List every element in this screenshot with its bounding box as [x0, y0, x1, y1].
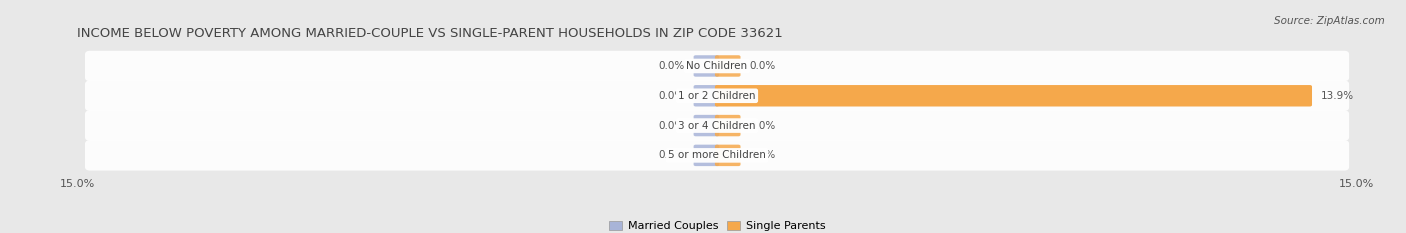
Text: 0.0%: 0.0% [659, 120, 685, 130]
Text: 13.9%: 13.9% [1320, 91, 1354, 101]
FancyBboxPatch shape [693, 55, 720, 77]
Text: 0.0%: 0.0% [659, 150, 685, 160]
FancyBboxPatch shape [84, 51, 1350, 81]
Legend: Married Couples, Single Parents: Married Couples, Single Parents [605, 216, 830, 233]
FancyBboxPatch shape [714, 85, 1312, 106]
FancyBboxPatch shape [84, 140, 1350, 171]
Text: No Children: No Children [686, 61, 748, 71]
Text: INCOME BELOW POVERTY AMONG MARRIED-COUPLE VS SINGLE-PARENT HOUSEHOLDS IN ZIP COD: INCOME BELOW POVERTY AMONG MARRIED-COUPL… [77, 27, 783, 40]
FancyBboxPatch shape [693, 145, 720, 166]
Text: 0.0%: 0.0% [659, 61, 685, 71]
FancyBboxPatch shape [714, 145, 741, 166]
FancyBboxPatch shape [693, 115, 720, 136]
Text: 3 or 4 Children: 3 or 4 Children [678, 120, 756, 130]
Text: 5 or more Children: 5 or more Children [668, 150, 766, 160]
FancyBboxPatch shape [714, 55, 741, 77]
Text: 0.0%: 0.0% [749, 120, 775, 130]
FancyBboxPatch shape [693, 85, 720, 106]
Text: 0.0%: 0.0% [749, 150, 775, 160]
Text: 0.0%: 0.0% [749, 61, 775, 71]
Text: 0.0%: 0.0% [659, 91, 685, 101]
FancyBboxPatch shape [714, 115, 741, 136]
Text: Source: ZipAtlas.com: Source: ZipAtlas.com [1274, 16, 1385, 26]
Text: 1 or 2 Children: 1 or 2 Children [678, 91, 756, 101]
FancyBboxPatch shape [84, 110, 1350, 141]
FancyBboxPatch shape [84, 81, 1350, 111]
